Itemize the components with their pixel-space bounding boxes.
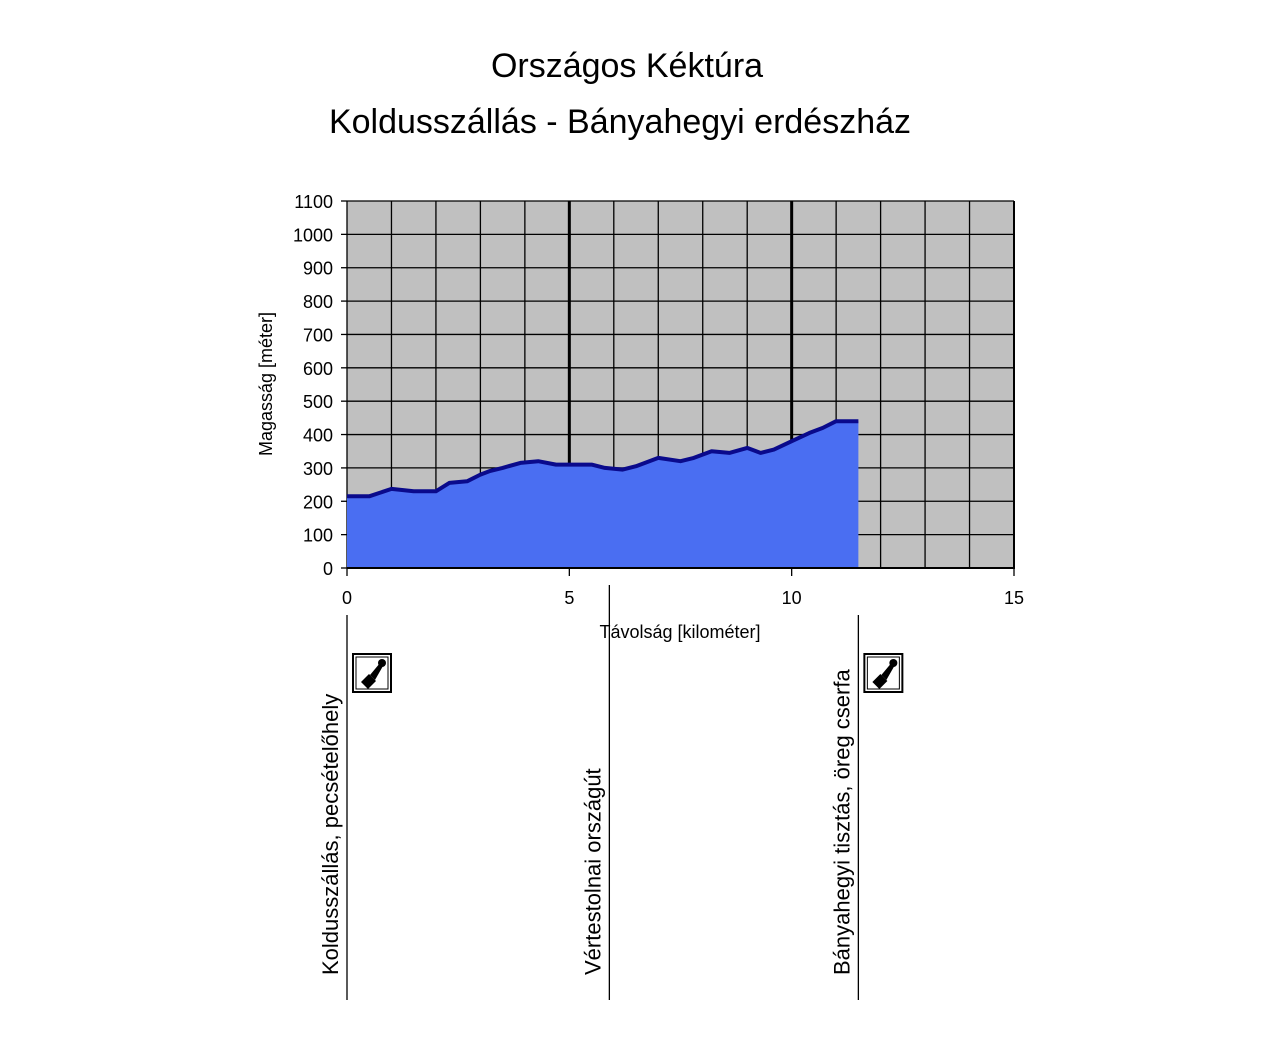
x-tick-label: 15 [1004,588,1024,608]
y-tick-label: 1100 [294,192,333,212]
y-tick-label: 0 [323,559,333,579]
y-tick-label: 400 [303,426,333,446]
stamp-icon [352,653,392,693]
elevation-area [347,421,859,568]
y-tick-label: 800 [303,292,333,312]
y-axis-ticks: 0 100 200 300 400 500 600 700 800 900 1000 1100 [293,192,347,579]
elevation-line [347,419,859,499]
y-tick-label: 900 [303,259,333,279]
waypoint: Bányahegyi tisztás, öreg cserfa [829,615,904,1000]
y-tick-label: 200 [303,492,333,512]
waypoint: Vértestolnai országút [580,585,611,1000]
y-tick-label: 100 [303,526,333,546]
x-tick-label: 0 [342,588,352,608]
y-tick-label: 1000 [293,225,333,245]
waypoint-label: Vértestolnai országút [580,768,605,975]
waypoint-label: Koldusszállás, pecsételőhely [318,694,343,975]
y-tick-label: 700 [303,325,333,345]
y-tick-label: 500 [303,392,333,412]
waypoint-label: Bányahegyi tisztás, öreg cserfa [829,669,854,975]
chart-title: Országos Kéktúra [491,47,763,85]
y-tick-label: 600 [303,359,333,379]
y-axis-label: Magasság [méter] [256,312,276,456]
waypoints: Koldusszállás, pecsételőhely Vértestolnai… [318,585,904,1000]
chart-subtitle: Koldusszállás - Bányahegyi erdészház [329,103,911,141]
x-axis-ticks: 0 5 10 15 [342,568,1024,608]
y-tick-label: 300 [303,459,333,479]
stamp-icon [863,653,904,693]
waypoint: Koldusszállás, pecsételőhely [318,615,392,1000]
x-axis-label: Távolság [kilométer] [599,622,760,642]
x-tick-label: 5 [564,588,574,608]
x-tick-label: 10 [782,588,802,608]
